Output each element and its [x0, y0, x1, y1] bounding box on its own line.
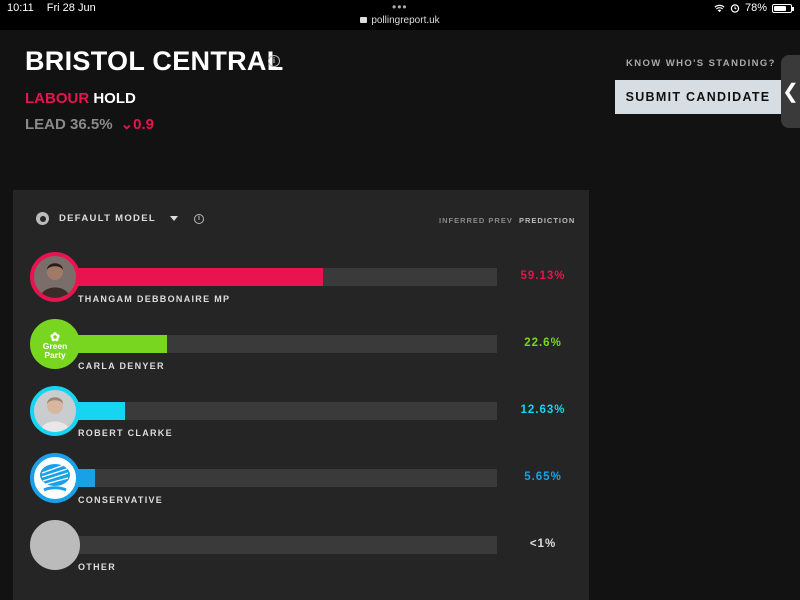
candidate-row[interactable]: OTHER <1%: [13, 520, 589, 580]
model-info-icon[interactable]: i: [193, 213, 204, 224]
candidate-percent: 59.13%: [520, 270, 566, 282]
candidate-avatar: [30, 252, 80, 302]
lead-value: LEAD 36.5%: [25, 116, 113, 133]
vote-bar: [71, 268, 323, 286]
green-party-logo: ✿ Green Party: [42, 330, 68, 360]
status-time: 10:11: [7, 2, 34, 14]
status-indicators: 78%: [714, 2, 794, 14]
prediction-panel: DEFAULT MODEL i INFERRED PREV PREDICTION…: [13, 190, 589, 600]
vote-track: [71, 402, 497, 420]
candidate-row[interactable]: ✿ Green Party CARLA DENYER 22.6%: [13, 319, 589, 379]
constituency-title: BRISTOL CENTRAL: [25, 46, 284, 76]
alarm-icon: [730, 4, 740, 13]
vote-track: [71, 335, 497, 353]
url-text: pollingreport.uk: [371, 15, 440, 26]
candidate-percent: 5.65%: [524, 471, 562, 483]
result-status: HOLD: [93, 90, 136, 107]
model-selector[interactable]: DEFAULT MODEL i: [36, 212, 204, 225]
lock-icon: [360, 17, 368, 23]
candidate-row[interactable]: CONSERVATIVE 5.65%: [13, 453, 589, 513]
candidate-name: OTHER: [78, 562, 116, 572]
submit-candidate-button[interactable]: SUBMIT CANDIDATE: [615, 80, 781, 114]
url-bar[interactable]: pollingreport.uk: [0, 15, 800, 26]
candidate-name: CONSERVATIVE: [78, 495, 164, 505]
person-icon: [40, 263, 70, 298]
multitask-dots-icon[interactable]: •••: [392, 0, 408, 14]
lead-line: LEAD 36.5% ⌄0.9: [25, 115, 154, 133]
status-time-date: 10:11 Fri 28 Jun: [7, 2, 96, 14]
model-label: DEFAULT MODEL: [59, 213, 156, 224]
vote-bar: [71, 335, 168, 353]
lead-change: ⌄0.9: [120, 116, 154, 133]
vote-track: [71, 469, 497, 487]
result-line: LABOUR HOLD: [25, 90, 136, 107]
caret-down-icon[interactable]: [169, 216, 178, 221]
know-standing-label: KNOW WHO'S STANDING?: [626, 58, 776, 69]
candidate-percent: 22.6%: [524, 337, 562, 349]
candidate-avatar: [30, 386, 80, 436]
vote-track: [71, 536, 497, 554]
radio-icon[interactable]: [36, 212, 49, 225]
chevron-left-icon: ❮: [782, 81, 799, 103]
candidate-percent: <1%: [529, 538, 557, 550]
candidate-name: THANGAM DEBBONAIRE MP: [78, 294, 231, 304]
conservative-tree-icon: [40, 464, 70, 492]
candidate-row[interactable]: ROBERT CLARKE 12.63%: [13, 386, 589, 446]
candidate-avatar: [30, 453, 80, 503]
status-date: Fri 28 Jun: [46, 2, 96, 14]
result-party: LABOUR: [25, 90, 90, 107]
status-bar: 10:11 Fri 28 Jun ••• pollingreport.uk 78…: [0, 0, 800, 30]
candidate-name: ROBERT CLARKE: [78, 428, 173, 438]
column-inferred-prev[interactable]: INFERRED PREV: [439, 216, 513, 225]
column-prediction[interactable]: PREDICTION: [519, 216, 576, 225]
wifi-icon: [714, 4, 725, 12]
battery-icon: [772, 3, 794, 13]
vote-bar: [71, 402, 125, 420]
candidate-name: CARLA DENYER: [78, 361, 165, 371]
candidate-percent: 12.63%: [520, 404, 566, 416]
candidate-avatar: [30, 520, 80, 570]
vote-track: [71, 268, 497, 286]
info-icon[interactable]: i: [268, 55, 280, 67]
person-icon: [40, 397, 70, 432]
candidate-row[interactable]: THANGAM DEBBONAIRE MP 59.13%: [13, 252, 589, 312]
candidate-avatar: ✿ Green Party: [30, 319, 80, 369]
page: BRISTOL CENTRAL i LABOUR HOLD LEAD 36.5%…: [0, 30, 800, 600]
side-panel-toggle[interactable]: ❮: [781, 55, 800, 128]
battery-percent: 78%: [744, 2, 767, 14]
